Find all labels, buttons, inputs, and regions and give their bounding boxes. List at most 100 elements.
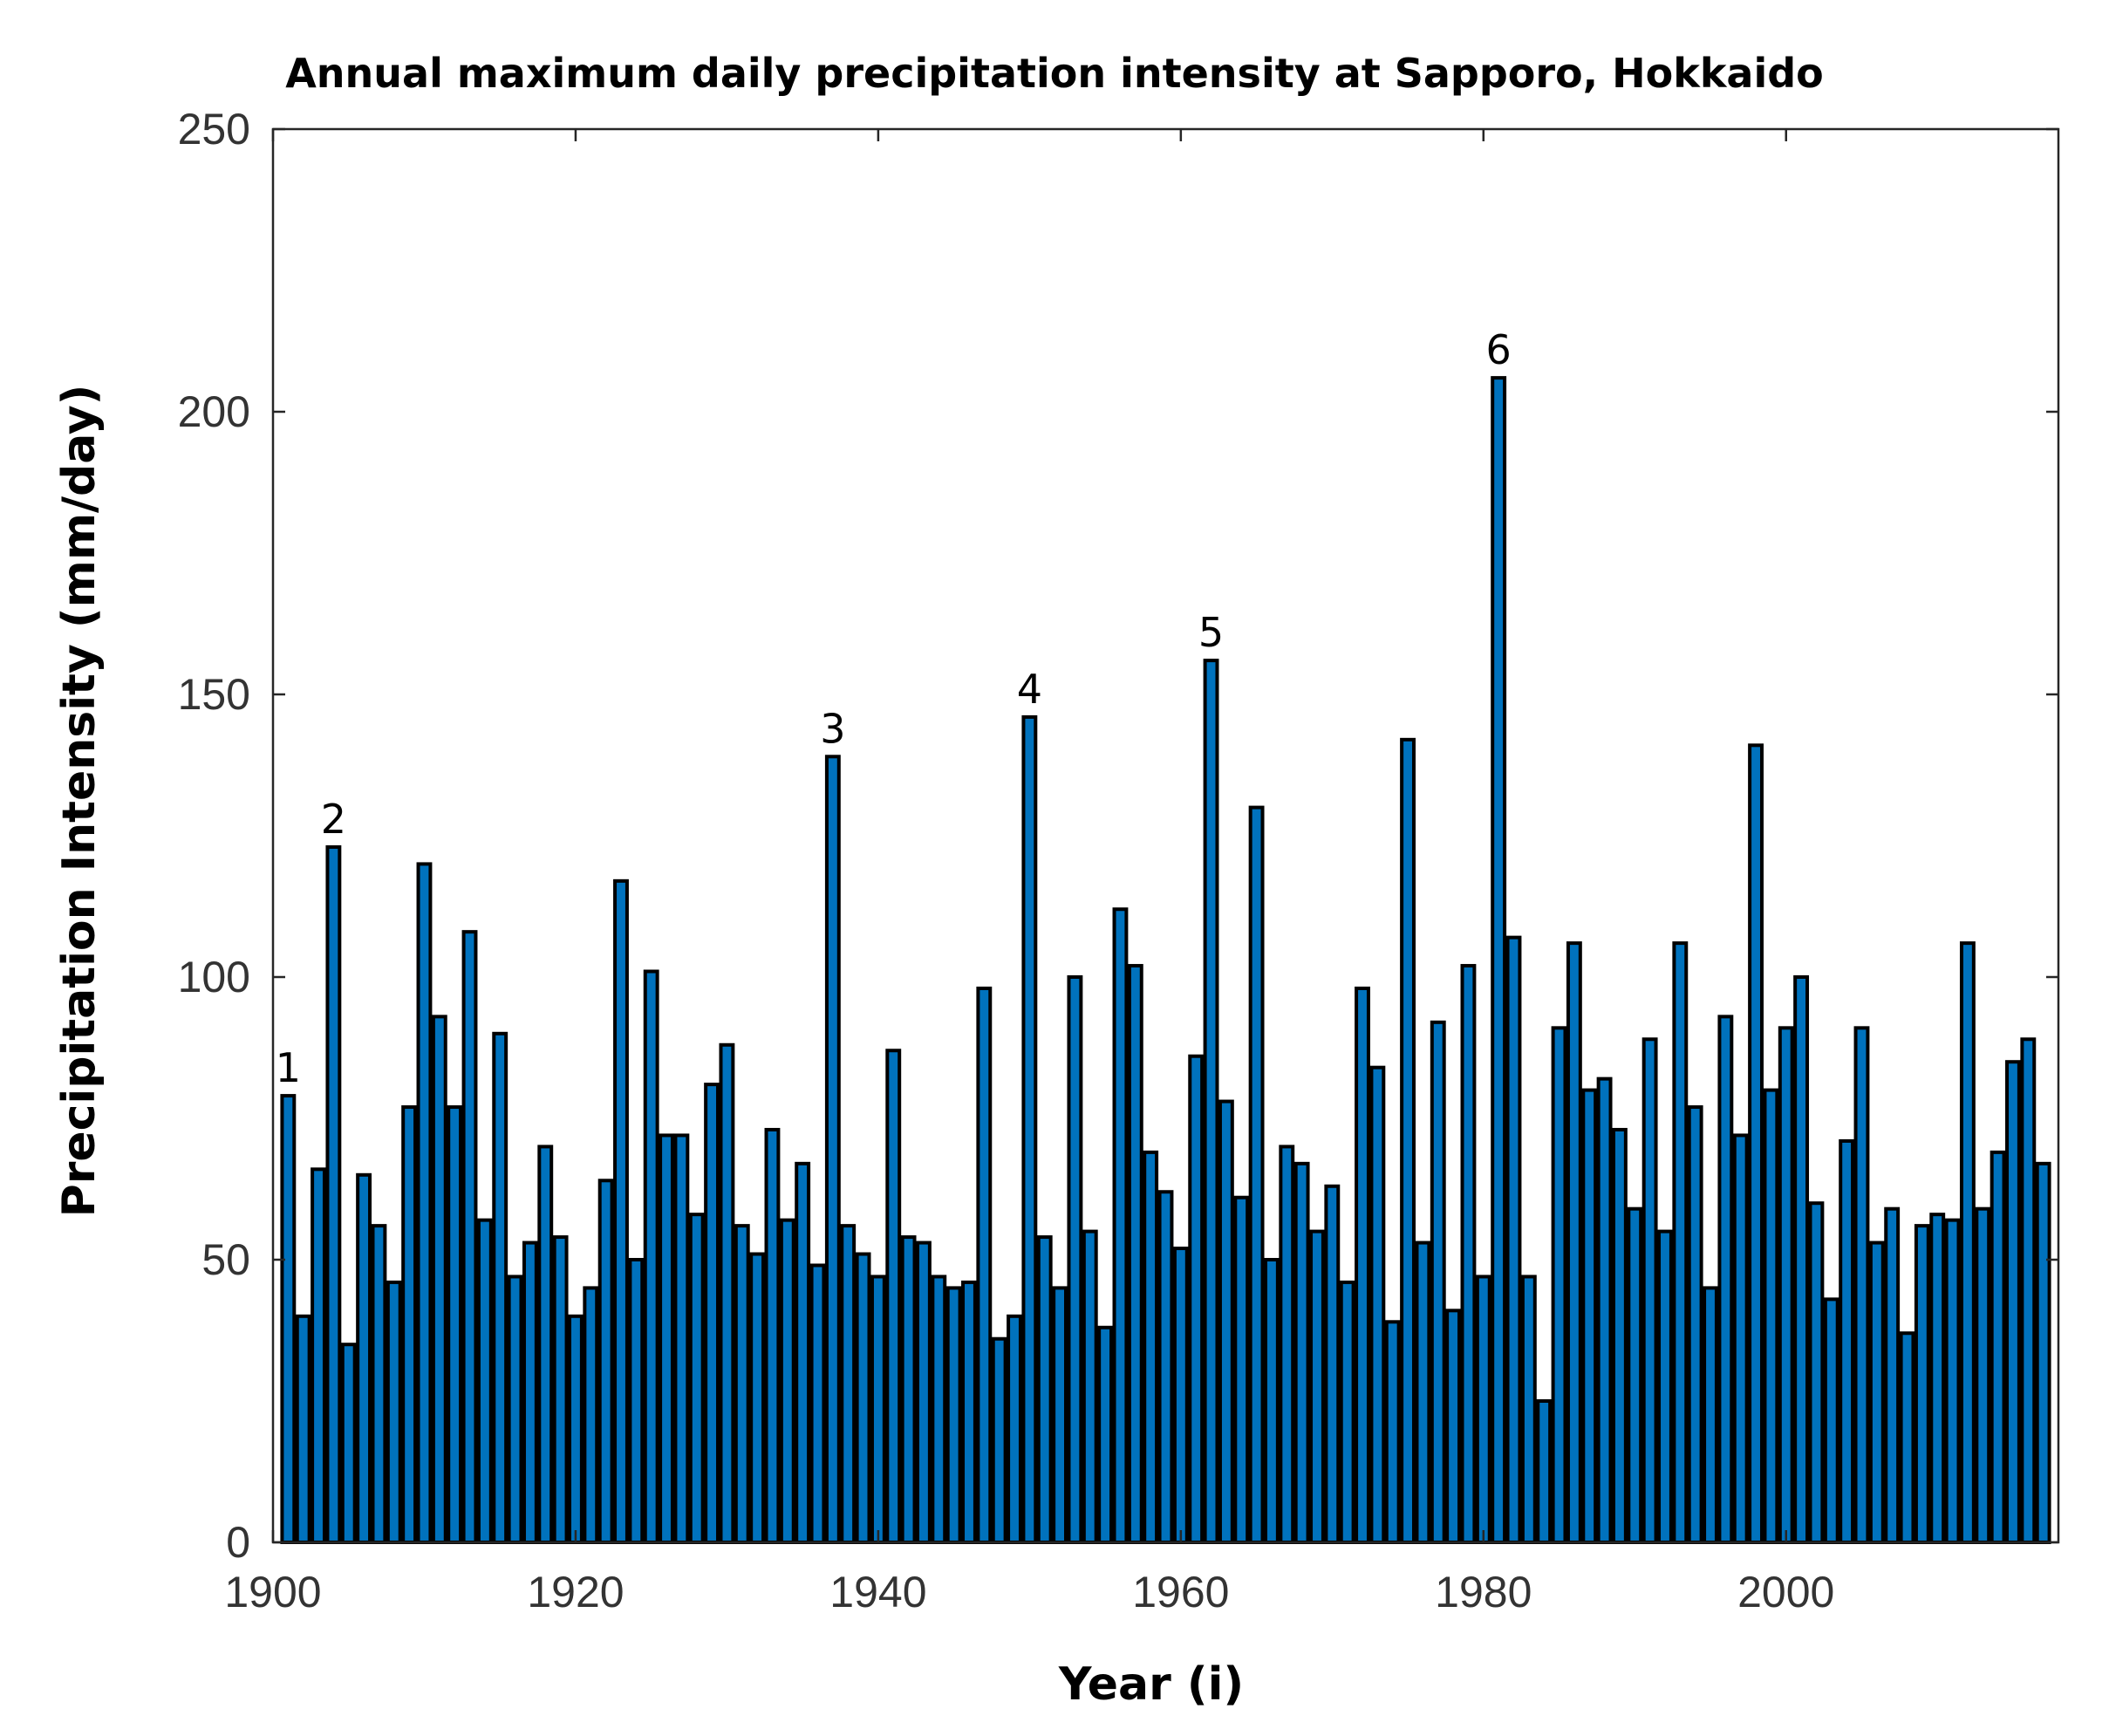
bar-1937 [824, 755, 841, 1544]
bar-2016 [2020, 1037, 2037, 1544]
bar-1941 [885, 1049, 902, 1544]
annotation-label-2: 2 [321, 796, 346, 843]
bar-1934 [779, 1218, 795, 1544]
bar-1976 [1415, 1240, 1431, 1545]
bar-2009 [1914, 1224, 1930, 1544]
bar-1989 [1611, 1127, 1628, 1544]
bar-1905 [340, 1343, 357, 1544]
bar-1952 [1052, 1286, 1068, 1545]
bar-1940 [870, 1275, 886, 1544]
bar-1945 [945, 1286, 962, 1545]
bar-2006 [1868, 1240, 1885, 1545]
bar-1986 [1566, 941, 1582, 1544]
bar-1964 [1233, 1195, 1250, 1544]
bar-1973 [1369, 1065, 1386, 1545]
y-tick-label: 50 [201, 1235, 250, 1284]
bar-1928 [688, 1213, 705, 1545]
x-tick-label: 1900 [224, 1568, 321, 1616]
bar-1954 [1082, 1229, 1098, 1544]
bar-1959 [1157, 1190, 1174, 1544]
bar-2014 [1990, 1150, 2006, 1544]
bar-1972 [1355, 986, 1370, 1544]
x-tick-label: 1980 [1435, 1568, 1532, 1616]
bar-2004 [1839, 1138, 1855, 1545]
axis-ticks: 0 50 100 150 200 250 1900 1920 1940 1960 1980 2000 [178, 105, 2058, 1616]
bar-1922 [597, 1179, 614, 1545]
bar-1969 [1309, 1229, 1325, 1544]
annotation-label-6: 6 [1486, 326, 1512, 373]
bar-1960 [1172, 1247, 1189, 1545]
bar-1962 [1203, 659, 1219, 1544]
bar-1920 [568, 1314, 584, 1545]
bar-1933 [764, 1127, 781, 1544]
y-tick-label: 100 [178, 953, 250, 1001]
bar-1968 [1293, 1161, 1310, 1544]
bar-1932 [749, 1252, 766, 1545]
bar-1990 [1627, 1206, 1643, 1545]
plot-frame [271, 127, 2060, 1544]
bar-1998 [1748, 743, 1764, 1544]
bar-1971 [1339, 1280, 1355, 1545]
bar-2011 [1944, 1218, 1961, 1544]
bar-1931 [734, 1224, 750, 1544]
bar-1958 [1143, 1150, 1159, 1544]
bar-1917 [522, 1240, 538, 1545]
bar-1915 [492, 1031, 508, 1545]
bar-1982 [1505, 935, 1522, 1544]
bar-1965 [1248, 805, 1265, 1544]
bar-1996 [1717, 1015, 1734, 1544]
bar-1925 [643, 969, 659, 1544]
bar-2007 [1884, 1206, 1901, 1545]
y-tick-label: 0 [226, 1518, 250, 1567]
bar-2012 [1959, 941, 1976, 1544]
x-axis-label: Year (i) [1058, 1658, 1244, 1711]
bar-1914 [476, 1218, 493, 1544]
bar-2001 [1793, 975, 1810, 1544]
bar-1992 [1657, 1229, 1673, 1544]
bar-1961 [1188, 1054, 1205, 1544]
bar-1903 [311, 1167, 326, 1544]
bar-1999 [1763, 1088, 1779, 1544]
bar-1950 [1021, 714, 1038, 1544]
annotation-label-5: 5 [1198, 609, 1224, 656]
bar-1993 [1672, 941, 1689, 1544]
bar-1918 [537, 1145, 554, 1545]
bar-1916 [507, 1275, 523, 1544]
bar-1980 [1475, 1275, 1491, 1544]
bar-1910 [416, 862, 433, 1544]
x-tick-label: 1960 [1132, 1568, 1229, 1616]
bar-2013 [1975, 1206, 1991, 1545]
bar-2002 [1808, 1201, 1825, 1544]
bar-1970 [1324, 1184, 1341, 1544]
bar-2010 [1929, 1213, 1946, 1545]
y-axis-label: Precipitation Intensity (mm/day) [53, 385, 106, 1218]
annotation-label-4: 4 [1017, 666, 1042, 713]
y-tick-label: 150 [178, 670, 250, 719]
bar-1921 [583, 1286, 599, 1545]
y-tick-label: 200 [178, 387, 250, 436]
bar-annotations: 1 2 3 4 5 6 [276, 326, 1512, 1091]
y-tick-label: 250 [178, 105, 250, 154]
bar-1935 [795, 1161, 811, 1544]
annotation-label-1: 1 [276, 1044, 301, 1091]
bar-1947 [976, 986, 993, 1544]
bar-1939 [855, 1252, 871, 1545]
bar-1902 [295, 1314, 311, 1545]
bar-1997 [1732, 1133, 1749, 1544]
bar-1974 [1384, 1320, 1401, 1545]
chart-title: Annual maximum daily precipitation inten… [285, 50, 1824, 97]
bar-1912 [447, 1105, 463, 1545]
bar-1913 [461, 930, 478, 1545]
bar-1929 [704, 1083, 720, 1544]
bar-1984 [1536, 1399, 1553, 1544]
bar-1955 [1097, 1325, 1114, 1545]
x-tick-label: 1920 [527, 1568, 624, 1616]
bar-1987 [1581, 1088, 1598, 1544]
bar-2003 [1823, 1297, 1839, 1544]
bar-1938 [840, 1224, 857, 1544]
bar-1943 [916, 1240, 932, 1545]
bar-1924 [628, 1258, 645, 1544]
bar-1948 [991, 1336, 1007, 1544]
bar-1927 [673, 1133, 690, 1544]
bar-1908 [386, 1280, 402, 1545]
